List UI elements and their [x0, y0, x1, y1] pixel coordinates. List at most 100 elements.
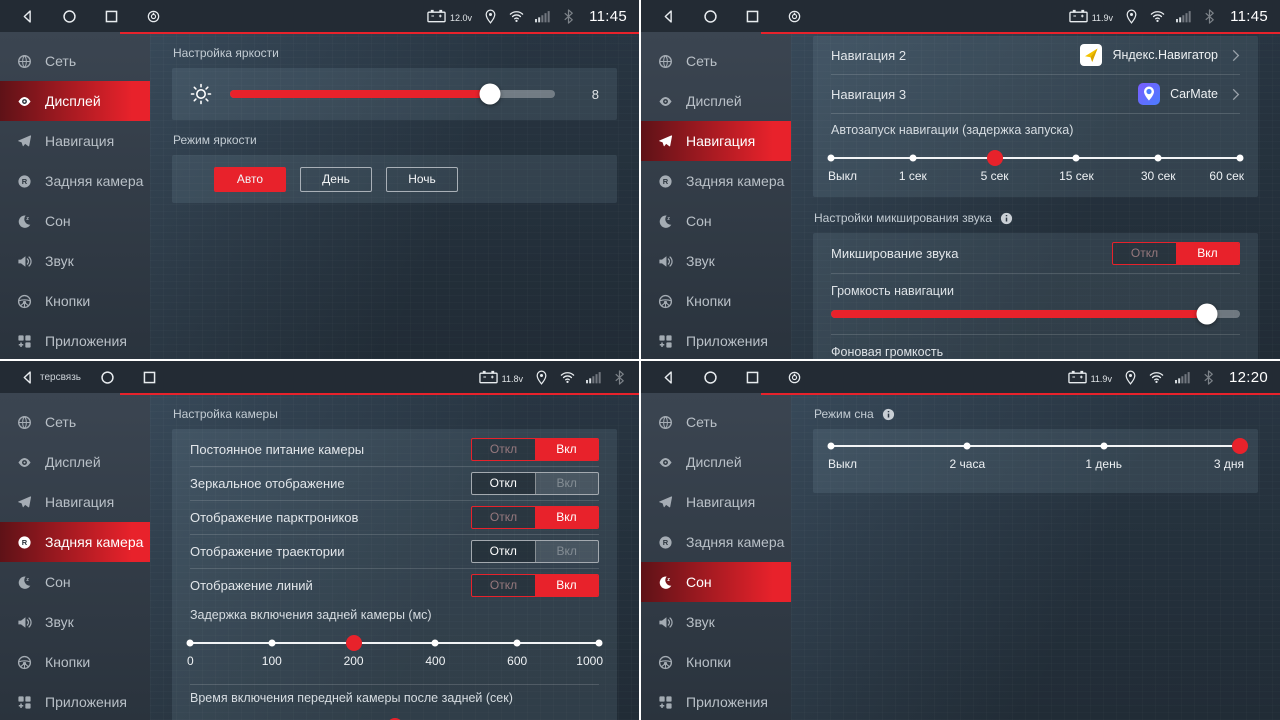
sidebar-item-rear-camera[interactable]: R Задняя камера — [0, 161, 150, 201]
sidebar-item-sound[interactable]: Звук — [641, 241, 791, 281]
sidebar-item-navigation[interactable]: Навигация — [0, 121, 150, 161]
toggle-on-button[interactable]: Вкл — [535, 473, 598, 494]
sidebar-item-navigation[interactable]: Навигация — [641, 482, 791, 522]
sidebar-item-buttons[interactable]: Кнопки — [641, 281, 791, 321]
slider-handle[interactable] — [1232, 438, 1248, 454]
brightness-slider[interactable] — [230, 83, 555, 105]
slider-stop[interactable] — [268, 639, 276, 647]
toggle-off-button[interactable]: Откл — [472, 575, 535, 596]
sidebar-item-navigation[interactable]: Навигация — [641, 121, 791, 161]
sidebar-item-apps[interactable]: Приложения — [641, 321, 791, 359]
sidebar-item-display[interactable]: Дисплей — [0, 442, 150, 482]
sidebar-item-apps[interactable]: Приложения — [0, 321, 150, 359]
sidebar-item-display[interactable]: Дисплей — [641, 81, 791, 121]
slider-stop[interactable] — [513, 639, 521, 647]
home-icon[interactable] — [703, 9, 718, 24]
back-icon[interactable] — [20, 9, 35, 24]
back-icon[interactable] — [20, 370, 35, 385]
home-icon[interactable] — [62, 9, 77, 24]
nav2-row[interactable]: Навигация 2 Яндекс.Навигатор — [831, 36, 1240, 74]
sidebar-item-network[interactable]: Сеть — [641, 41, 791, 81]
slider-stop[interactable] — [827, 154, 835, 162]
sidebar-item-display[interactable]: Дисплей — [641, 442, 791, 482]
home-icon[interactable] — [100, 370, 115, 385]
back-icon[interactable] — [661, 9, 676, 24]
front-camera-time-slider[interactable]: Выкл10152060 — [190, 717, 599, 720]
divider — [190, 466, 599, 467]
recents-icon[interactable] — [142, 370, 157, 385]
sidebar-item-network[interactable]: Сеть — [0, 402, 150, 442]
slider-stop[interactable] — [827, 442, 835, 450]
slider-stop[interactable] — [963, 442, 971, 450]
sidebar-item-sleep[interactable]: z Сон — [641, 201, 791, 241]
sidebar-item-rear-camera[interactable]: R Задняя камера — [0, 522, 150, 562]
rear-camera-icon: R — [658, 535, 673, 550]
steering-wheel-icon — [17, 655, 32, 670]
slider-stop[interactable] — [909, 154, 917, 162]
camera-delay-slider[interactable]: 0 100 200 400 600 1000 — [186, 634, 603, 680]
brightness-mode-button-day[interactable]: День — [300, 166, 372, 192]
sidebar-item-display[interactable]: Дисплей — [0, 81, 150, 121]
info-icon[interactable] — [882, 408, 895, 421]
info-icon[interactable] — [1000, 212, 1013, 225]
sidebar-item-network[interactable]: Сеть — [0, 41, 150, 81]
nav-volume-slider[interactable] — [831, 303, 1240, 325]
toggle-on-button[interactable]: Вкл — [535, 575, 598, 596]
home-icon[interactable] — [703, 370, 718, 385]
section-title: Режим сна — [814, 407, 1258, 421]
app-icon[interactable] — [787, 9, 802, 24]
slider-stop[interactable] — [186, 639, 194, 647]
slider-stop[interactable] — [595, 639, 603, 647]
slider-handle[interactable] — [386, 718, 403, 720]
recents-icon[interactable] — [745, 370, 760, 385]
sidebar-item-buttons[interactable]: Кнопки — [641, 642, 791, 682]
sidebar-item-sleep[interactable]: z Сон — [0, 201, 150, 241]
accent-divider — [120, 32, 639, 34]
slider-handle[interactable] — [345, 635, 362, 651]
toggle-off-button[interactable]: Откл — [472, 473, 536, 494]
sleep-mode-slider[interactable]: Выкл 2 часа 1 день 3 дня — [827, 437, 1248, 487]
apps-icon — [658, 695, 673, 710]
sidebar-item-apps[interactable]: Приложения — [641, 682, 791, 720]
nav3-row[interactable]: Навигация 3 CarMate — [831, 75, 1240, 113]
autostart-delay-slider[interactable]: Выкл 1 сек 5 сек 15 сек 30 сек 60 сек — [827, 149, 1244, 195]
brightness-mode-button-auto[interactable]: Авто — [214, 166, 286, 192]
sidebar-item-sound[interactable]: Звук — [0, 241, 150, 281]
sidebar-item-rear-camera[interactable]: R Задняя камера — [641, 161, 791, 201]
sidebar-item-sound[interactable]: Звук — [641, 602, 791, 642]
toggle-on-button[interactable]: Вкл — [535, 439, 598, 460]
toggle-on-button[interactable]: Вкл — [535, 507, 598, 528]
app-icon[interactable] — [787, 370, 802, 385]
sidebar-item-network[interactable]: Сеть — [641, 402, 791, 442]
toggle-off-button[interactable]: Откл — [472, 541, 536, 562]
slider-stop[interactable] — [1100, 442, 1108, 450]
slider-stop[interactable] — [1072, 154, 1080, 162]
svg-text:R: R — [22, 177, 28, 186]
toggle-off-button[interactable]: Откл — [472, 439, 535, 460]
sidebar-item-apps[interactable]: Приложения — [0, 682, 150, 720]
speaker-icon — [658, 254, 673, 269]
toggle-off-button[interactable]: Откл — [1113, 242, 1176, 264]
sidebar-item-rear-camera[interactable]: R Задняя камера — [641, 522, 791, 562]
sidebar-item-navigation[interactable]: Навигация — [0, 482, 150, 522]
sidebar-item-sleep[interactable]: z Сон — [0, 562, 150, 602]
toggle-on-button[interactable]: Вкл — [1176, 242, 1239, 264]
recents-icon[interactable] — [104, 9, 119, 24]
slider-handle[interactable] — [1196, 303, 1218, 325]
slider-stop[interactable] — [431, 639, 439, 647]
brightness-mode-button-night[interactable]: Ночь — [386, 166, 458, 192]
recents-icon[interactable] — [745, 9, 760, 24]
slider-stop[interactable] — [1154, 154, 1162, 162]
sidebar-item-sleep[interactable]: z Сон — [641, 562, 791, 602]
back-icon[interactable] — [661, 370, 676, 385]
toggle-off-button[interactable]: Откл — [472, 507, 535, 528]
toggle-on-button[interactable]: Вкл — [535, 541, 598, 562]
slider-handle[interactable] — [986, 150, 1003, 166]
sidebar-item-buttons[interactable]: Кнопки — [0, 281, 150, 321]
app-icon[interactable] — [146, 9, 161, 24]
sidebar-item-buttons[interactable]: Кнопки — [0, 642, 150, 682]
slider-stop[interactable] — [1236, 154, 1244, 162]
slider-handle[interactable] — [479, 83, 501, 105]
sidebar-item-label: Кнопки — [45, 293, 91, 309]
sidebar-item-sound[interactable]: Звук — [0, 602, 150, 642]
